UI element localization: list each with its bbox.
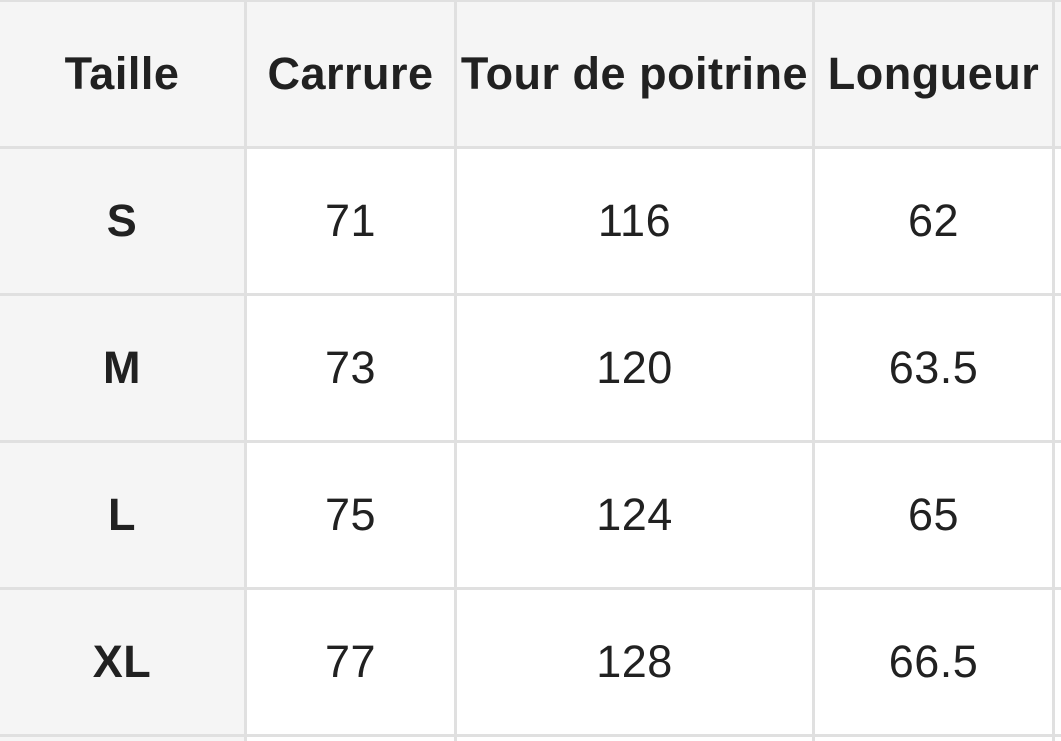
cropped-row-cell — [247, 737, 457, 741]
row-label-xl: XL — [0, 590, 247, 737]
cell-s-tour-de-poitrine: 116 — [457, 149, 815, 296]
cropped-column-cell — [1055, 443, 1061, 590]
cell-xl-longueur: 66.5 — [815, 590, 1055, 737]
cell-xl-tour-de-poitrine: 128 — [457, 590, 815, 737]
column-header-taille: Taille — [0, 2, 247, 149]
cell-m-carrure: 73 — [247, 296, 457, 443]
cropped-row-cell — [815, 737, 1055, 741]
cropped-column-cell — [1055, 590, 1061, 737]
cell-l-tour-de-poitrine: 124 — [457, 443, 815, 590]
cell-m-longueur: 63.5 — [815, 296, 1055, 443]
cell-s-carrure: 71 — [247, 149, 457, 296]
column-header-carrure: Carrure — [247, 2, 457, 149]
column-header-tour-de-poitrine: Tour de poitrine — [457, 2, 815, 149]
row-label-m: M — [0, 296, 247, 443]
cropped-row-cell — [1055, 737, 1061, 741]
cropped-row-label-cell — [0, 737, 247, 741]
row-label-l: L — [0, 443, 247, 590]
row-label-s: S — [0, 149, 247, 296]
cropped-column-header — [1055, 2, 1061, 149]
cell-s-longueur: 62 — [815, 149, 1055, 296]
cropped-row-cell — [457, 737, 815, 741]
column-header-longueur: Longueur — [815, 2, 1055, 149]
cell-l-carrure: 75 — [247, 443, 457, 590]
cell-xl-carrure: 77 — [247, 590, 457, 737]
cell-l-longueur: 65 — [815, 443, 1055, 590]
cropped-column-cell — [1055, 149, 1061, 296]
cropped-column-cell — [1055, 296, 1061, 443]
cell-m-tour-de-poitrine: 120 — [457, 296, 815, 443]
